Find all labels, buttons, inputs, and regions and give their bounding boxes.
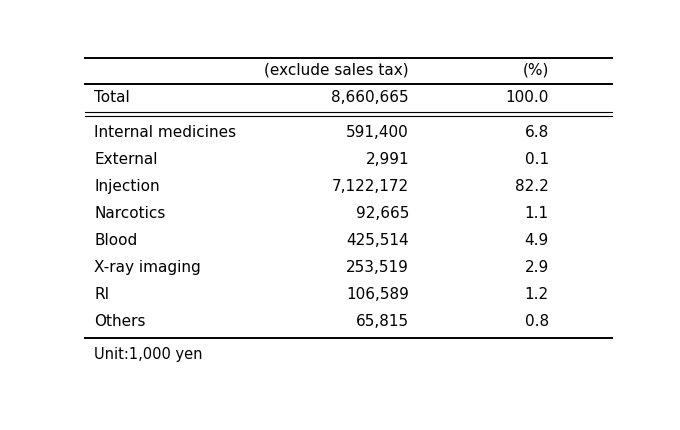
Text: 1.2: 1.2: [525, 287, 549, 302]
Text: 8,660,665: 8,660,665: [331, 90, 409, 105]
Text: 82.2: 82.2: [515, 179, 549, 194]
Text: 0.8: 0.8: [525, 313, 549, 329]
Text: 7,122,172: 7,122,172: [332, 179, 409, 194]
Text: Narcotics: Narcotics: [95, 206, 166, 221]
Text: 106,589: 106,589: [346, 287, 409, 302]
Text: External: External: [95, 152, 158, 167]
Text: RI: RI: [95, 287, 109, 302]
Text: 1.1: 1.1: [525, 206, 549, 221]
Text: Total: Total: [95, 90, 131, 105]
Text: Internal medicines: Internal medicines: [95, 125, 237, 140]
Text: Others: Others: [95, 313, 146, 329]
Text: Injection: Injection: [95, 179, 160, 194]
Text: 2,991: 2,991: [365, 152, 409, 167]
Text: (exclude sales tax): (exclude sales tax): [265, 63, 409, 77]
Text: 92,665: 92,665: [356, 206, 409, 221]
Text: 100.0: 100.0: [505, 90, 549, 105]
Text: 0.1: 0.1: [525, 152, 549, 167]
Text: X-ray imaging: X-ray imaging: [95, 260, 201, 275]
Text: 425,514: 425,514: [347, 233, 409, 248]
Text: 2.9: 2.9: [524, 260, 549, 275]
Text: 253,519: 253,519: [346, 260, 409, 275]
Text: 65,815: 65,815: [356, 313, 409, 329]
Text: Unit:1,000 yen: Unit:1,000 yen: [95, 347, 203, 362]
Text: 4.9: 4.9: [524, 233, 549, 248]
Text: 591,400: 591,400: [346, 125, 409, 140]
Text: Blood: Blood: [95, 233, 138, 248]
Text: 6.8: 6.8: [524, 125, 549, 140]
Text: (%): (%): [522, 63, 549, 77]
